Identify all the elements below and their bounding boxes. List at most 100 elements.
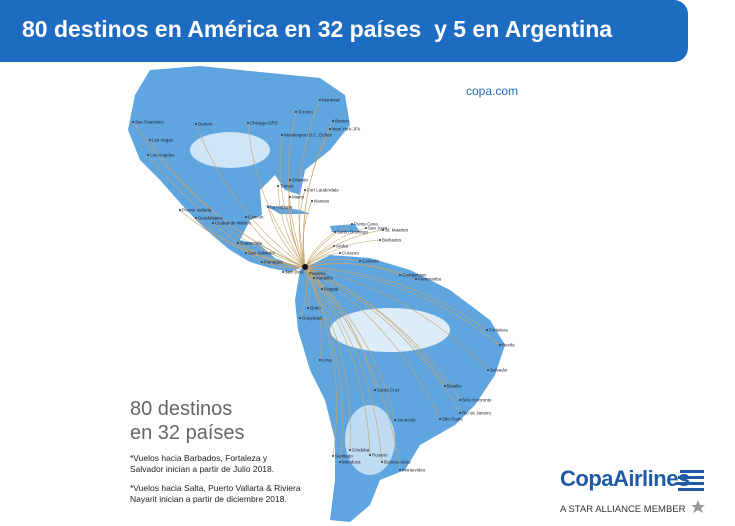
city-dot: [319, 359, 321, 361]
city-label: Belo Horizonte: [462, 398, 492, 403]
route: [304, 229, 384, 268]
city-dot: [439, 418, 441, 420]
city-label: Mendoza: [342, 460, 361, 465]
city-dot: [237, 242, 239, 244]
city-label: San Juan: [368, 226, 388, 231]
city-label: Miami: [292, 195, 304, 200]
route: [267, 206, 306, 268]
route: [304, 266, 383, 463]
hub-label: Panamá: [309, 271, 326, 276]
city-label: Rosario: [372, 453, 388, 458]
route: [289, 196, 306, 268]
route: [304, 266, 376, 391]
route: [304, 266, 461, 414]
route: [304, 266, 337, 457]
city-label: Chicago-ORD: [250, 121, 279, 126]
south-america: [295, 255, 505, 522]
city-label: Lima: [322, 358, 332, 363]
city-label: Orlando: [292, 178, 309, 183]
city-label: Los Angeles: [150, 153, 175, 158]
city-dot: [245, 252, 247, 254]
route: [304, 266, 461, 401]
city-label: Guadalajara: [198, 216, 223, 221]
city-label: Medellín: [316, 276, 334, 281]
city-dot: [382, 229, 384, 231]
route: [237, 242, 306, 268]
city-label: San Francisco: [135, 120, 164, 125]
city-dot: [374, 389, 376, 391]
city-dot: [365, 227, 367, 229]
city-dot: [321, 288, 323, 290]
caribbean: [265, 205, 360, 232]
city-label: Santiago: [335, 454, 353, 459]
city-label: Córdoba: [352, 448, 370, 453]
city-label: Fortaleza: [489, 328, 508, 333]
city-label: Boston: [335, 119, 350, 124]
route: [149, 139, 306, 268]
city-label: Puerto Vallarta: [182, 208, 212, 213]
route: [304, 266, 371, 456]
city-dot: [245, 216, 247, 218]
route: [277, 185, 306, 268]
city-dot: [399, 469, 401, 471]
city-label: Montreal: [322, 98, 340, 103]
route: [298, 99, 321, 268]
route: [147, 154, 306, 268]
city-label: São Paulo: [442, 417, 463, 422]
city-label: San Salvador: [248, 251, 276, 256]
route: [261, 261, 306, 269]
city-dot: [212, 222, 214, 224]
route: [303, 128, 331, 268]
city-dot: [394, 419, 396, 421]
city-dot: [247, 122, 249, 124]
route: [304, 266, 311, 309]
city-dot: [379, 239, 381, 241]
city-label: Guayaquil: [302, 316, 322, 321]
city-label: La Habana: [270, 205, 293, 210]
city-dot: [195, 217, 197, 219]
route: [304, 245, 335, 268]
route: [304, 266, 489, 371]
city-label: Ciudad de México: [215, 221, 252, 226]
city-dot: [351, 223, 353, 225]
route: [212, 222, 306, 268]
city-label: Caracas: [362, 259, 380, 264]
note-line: Nayarit inician a partir de diciembre 20…: [130, 494, 287, 504]
city-label: Barbados: [382, 238, 402, 243]
note: *Vuelos hacia Salta, Puerto Vallarta & R…: [130, 483, 301, 505]
city-label: Buenos Aires: [384, 460, 411, 465]
city-label: Montevideo: [402, 468, 426, 473]
city-label: Curazao: [342, 251, 360, 256]
city-label: Las Vegas: [152, 138, 174, 143]
note-line: *Vuelos hacia Salta, Puerto Vallarta & R…: [130, 483, 301, 493]
cloud: [345, 405, 395, 475]
city-dot: [313, 277, 315, 279]
city-dot: [179, 209, 181, 211]
note-line: Salvador inician a partir de Julio 2018.: [130, 464, 275, 474]
route: [302, 200, 313, 268]
city-label: San José: [285, 270, 304, 275]
city-dot: [359, 260, 361, 262]
route: [245, 252, 306, 268]
city-dot: [295, 111, 297, 113]
route: [304, 266, 441, 420]
city-dot: [149, 139, 151, 141]
city-label: Rio de Janeiro: [462, 411, 492, 416]
city-dot: [304, 189, 306, 191]
city-label: Brasilia: [447, 384, 462, 389]
route: [195, 217, 306, 268]
city-dot: [289, 179, 291, 181]
city-dot: [339, 461, 341, 463]
cloud: [190, 132, 270, 168]
city-dot: [299, 317, 301, 319]
route: [304, 266, 401, 471]
city-dot: [334, 231, 336, 233]
website: copa.com: [466, 84, 519, 98]
route: [245, 216, 306, 268]
city-label: Managua: [264, 260, 283, 265]
city-label: Quito: [310, 306, 321, 311]
route: [304, 266, 488, 331]
city-label: Tampa: [280, 184, 294, 189]
